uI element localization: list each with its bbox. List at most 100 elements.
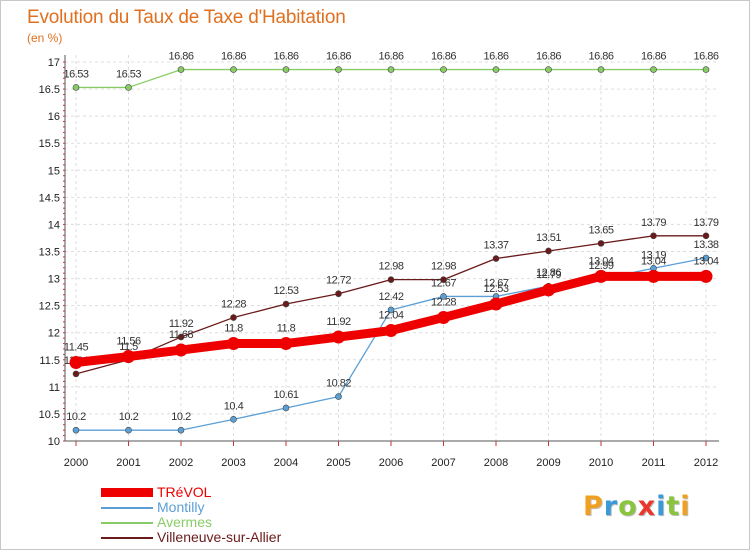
data-point-tr-vol: [437, 311, 450, 325]
data-label-avermes: 16.86: [273, 51, 298, 63]
data-point-avermes: [335, 66, 342, 73]
plot-area: [65, 55, 719, 441]
data-label-tr-vol: 12.79: [536, 269, 561, 281]
data-point-montilly: [125, 426, 132, 434]
data-label-montilly: 13.38: [693, 239, 718, 251]
y-tick-label: 16.5: [39, 84, 60, 96]
data-label-tr-vol: 12.04: [378, 310, 403, 322]
x-tick-label: 2008: [484, 457, 508, 469]
x-tick-label: 2002: [169, 457, 193, 469]
data-point-villeneuve-sur-allier: [492, 255, 500, 262]
data-point-villeneuve-sur-allier: [440, 276, 447, 283]
data-point-avermes: [387, 66, 395, 73]
data-label-tr-vol: 13.04: [641, 255, 666, 267]
data-point-avermes: [650, 66, 657, 73]
y-tick-label: 10.5: [39, 409, 60, 421]
data-label-avermes: 16.53: [116, 68, 141, 80]
x-tick-label: 2007: [431, 457, 455, 469]
data-point-tr-vol: [489, 297, 503, 311]
data-point-avermes: [125, 84, 132, 91]
data-label-avermes: 16.53: [63, 68, 88, 80]
data-point-tr-vol: [69, 355, 83, 369]
y-tick-label: 16: [48, 111, 60, 123]
data-point-villeneuve-sur-allier: [650, 232, 657, 240]
data-label-avermes: 16.86: [431, 51, 456, 63]
data-label-montilly: 10.2: [119, 411, 139, 423]
y-tick-label: 15: [48, 165, 60, 177]
legend-label: Montilly: [157, 499, 205, 515]
data-label-villeneuve-sur-allier: 12.28: [221, 299, 246, 311]
data-point-tr-vol: [332, 330, 345, 344]
data-point-avermes: [72, 84, 80, 91]
data-label-avermes: 16.86: [536, 51, 561, 63]
data-label-avermes: 16.86: [326, 51, 351, 63]
data-label-montilly: 12.86: [536, 267, 561, 279]
data-label-villeneuve-sur-allier: 12.53: [273, 285, 298, 297]
data-point-montilly: [702, 254, 710, 262]
data-label-tr-vol: 11.8: [224, 323, 243, 335]
data-point-villeneuve-sur-allier: [335, 290, 342, 298]
data-point-villeneuve-sur-allier: [702, 232, 710, 240]
legend-swatch: [101, 537, 153, 539]
data-label-montilly: 10.61: [273, 389, 298, 401]
data-point-villeneuve-sur-allier: [282, 300, 290, 308]
data-point-villeneuve-sur-allier: [177, 333, 185, 341]
data-label-villeneuve-sur-allier: 13.65: [588, 224, 613, 236]
data-point-villeneuve-sur-allier: [387, 276, 395, 283]
data-point-montilly: [72, 426, 80, 434]
data-label-avermes: 16.86: [693, 51, 718, 63]
proxiti-logo: Proxiti: [583, 491, 691, 522]
logo-letter: o: [618, 491, 638, 522]
data-point-tr-vol: [122, 350, 135, 364]
x-tick-label: 2006: [379, 457, 403, 469]
data-point-tr-vol: [699, 269, 713, 283]
data-point-montilly: [440, 293, 447, 300]
x-tick-label: 2011: [642, 457, 666, 469]
data-label-avermes: 16.86: [168, 51, 193, 63]
data-label-tr-vol: 12.53: [483, 283, 508, 295]
data-label-villeneuve-sur-allier: 11.92: [169, 318, 194, 330]
logo-letter: x: [637, 491, 657, 522]
x-tick-label: 2003: [221, 457, 245, 469]
data-label-tr-vol: 12.28: [431, 297, 456, 309]
y-tick-label: 10: [48, 436, 60, 448]
data-label-montilly: 13.19: [641, 249, 666, 261]
x-tick-label: 2009: [536, 457, 560, 469]
y-axis-unit-label: (en %): [27, 31, 63, 45]
data-label-villeneuve-sur-allier: 12.98: [378, 261, 403, 273]
y-tick-label: 12.5: [39, 301, 60, 313]
x-tick-label: 2012: [694, 457, 718, 469]
y-tick-label: 13: [48, 274, 60, 286]
y-tick-label: 11.5: [39, 355, 60, 367]
y-tick-label: 15.5: [39, 138, 60, 150]
data-label-villeneuve-sur-allier: 12.98: [431, 261, 456, 273]
data-label-tr-vol: 11.45: [64, 341, 89, 353]
data-point-tr-vol: [384, 324, 398, 338]
data-label-montilly: 12.67: [431, 277, 456, 289]
data-label-tr-vol: 11.68: [169, 329, 194, 341]
data-point-villeneuve-sur-allier: [545, 247, 552, 255]
logo-letter: i: [656, 491, 667, 522]
data-point-avermes: [545, 66, 552, 73]
data-label-montilly: 12.42: [378, 291, 403, 303]
data-point-tr-vol: [174, 343, 188, 357]
data-point-montilly: [282, 404, 290, 412]
data-point-avermes: [282, 66, 290, 73]
data-label-villeneuve-sur-allier: 13.37: [483, 240, 508, 252]
data-label-montilly: 12.99: [588, 260, 613, 272]
data-label-villeneuve-sur-allier: 11.5: [119, 341, 138, 353]
data-point-tr-vol: [227, 337, 240, 351]
x-tick-label: 2005: [326, 457, 350, 469]
data-label-avermes: 16.86: [221, 51, 246, 63]
logo-letter: r: [603, 491, 619, 522]
logo-letter: i: [680, 491, 691, 522]
data-point-tr-vol: [647, 269, 660, 283]
data-label-montilly: 12.67: [483, 277, 508, 289]
data-label-montilly: 10.82: [326, 378, 351, 390]
data-label-tr-vol: 11.8: [277, 323, 296, 335]
y-tick-label: 14: [48, 219, 60, 231]
y-tick-label: 13.5: [39, 247, 60, 259]
data-point-tr-vol: [542, 283, 555, 297]
